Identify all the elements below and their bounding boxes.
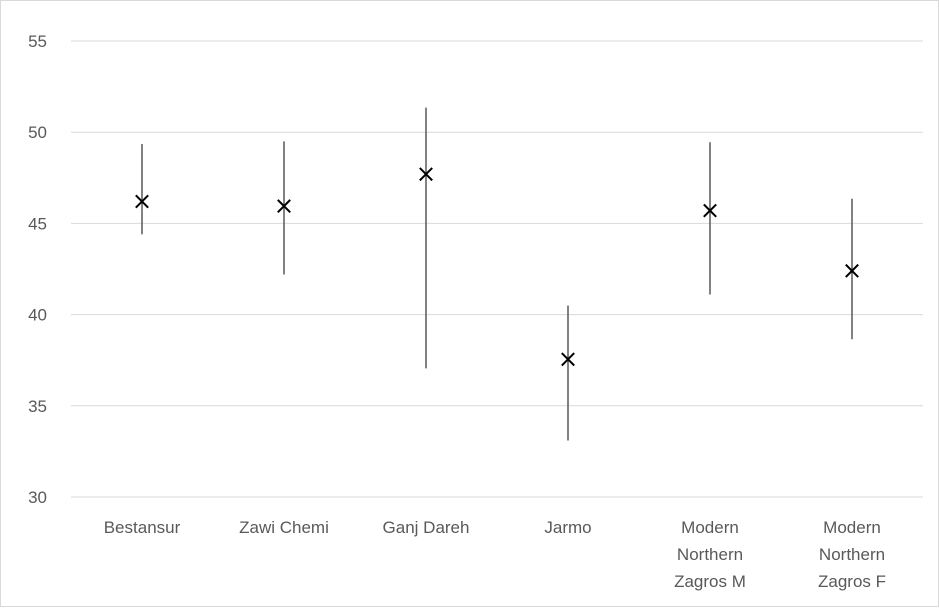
y-tick-label-50: 50 xyxy=(28,123,47,142)
y-tick-label-45: 45 xyxy=(28,214,47,233)
y-tick-label-40: 40 xyxy=(28,306,47,325)
x-category-label-1: Bestansur xyxy=(104,518,181,537)
y-tick-label-30: 30 xyxy=(28,488,47,507)
y-tick-label-35: 35 xyxy=(28,397,47,416)
x-category-label-6: Modern Northern Zagros F xyxy=(818,518,886,591)
x-category-label-5: Modern Northern Zagros M xyxy=(674,518,746,591)
y-tick-label-55: 55 xyxy=(28,32,47,51)
x-category-label-3: Ganj Dareh xyxy=(383,518,470,537)
x-category-label-2: Zawi Chemi xyxy=(239,518,329,537)
x-category-label-4: Jarmo xyxy=(544,518,591,537)
